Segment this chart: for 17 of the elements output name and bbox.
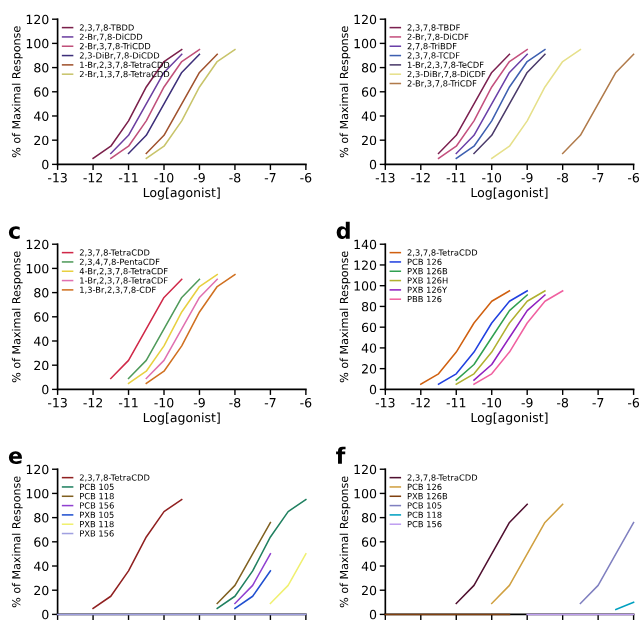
line-series [473,290,564,385]
line-series [455,290,546,385]
chart-title: f [336,446,346,464]
line-series [455,294,528,381]
line-series [420,290,511,385]
line-series [579,521,635,605]
line-series [490,48,582,160]
line-series [455,503,528,605]
chart-title: e [8,451,22,464]
line-series [92,498,183,610]
line-series [561,53,635,155]
chart-title: d [336,221,350,239]
chart-title: c [8,226,20,239]
line-series [216,521,272,605]
line-series [490,503,564,605]
line-series [216,498,307,610]
line-series [473,294,546,381]
